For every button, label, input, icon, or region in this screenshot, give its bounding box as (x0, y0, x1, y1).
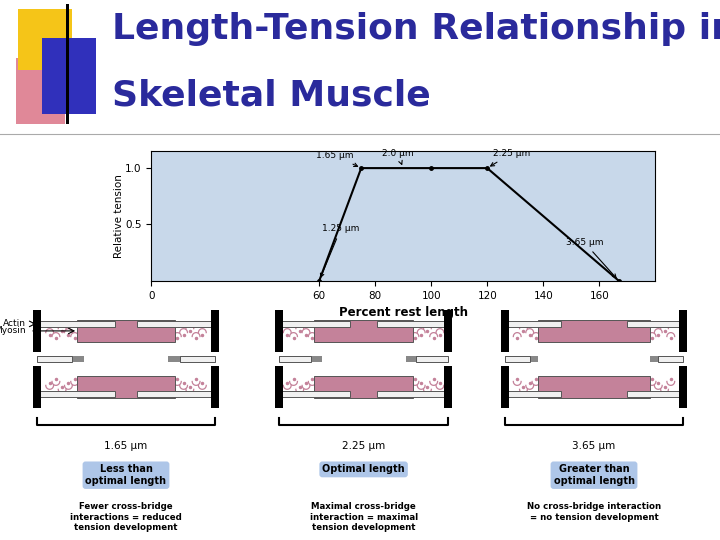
Bar (32, 366, 41, 408)
Text: 2.25 μm: 2.25 μm (342, 441, 385, 451)
Bar (416, 356, 449, 362)
Bar (77, 320, 175, 342)
Bar (180, 356, 215, 362)
Bar (377, 321, 449, 327)
Bar (315, 320, 413, 342)
Text: Less than
optimal length: Less than optimal length (86, 464, 166, 486)
Bar (658, 356, 683, 362)
Bar (679, 310, 688, 352)
Bar (279, 356, 322, 362)
X-axis label: Percent rest length: Percent rest length (338, 306, 468, 319)
Text: 3.65 μm: 3.65 μm (566, 238, 616, 278)
Bar (500, 310, 509, 352)
Text: Maximal cross-bridge
interaction = maximal
tension development: Maximal cross-bridge interaction = maxim… (310, 502, 418, 532)
Bar (42, 38, 96, 114)
Bar (650, 356, 683, 362)
Bar (539, 320, 650, 342)
Bar (505, 356, 530, 362)
Bar (679, 366, 688, 408)
Bar (37, 356, 72, 362)
Text: Skeletal Muscle: Skeletal Muscle (112, 79, 431, 113)
Text: No cross-bridge interaction
= no tension development: No cross-bridge interaction = no tension… (527, 502, 661, 522)
Bar (77, 376, 175, 399)
Bar (444, 310, 452, 352)
Bar (211, 310, 220, 352)
Bar (275, 310, 283, 352)
Text: Myosin: Myosin (0, 326, 26, 335)
Bar (377, 392, 449, 397)
Bar (505, 356, 539, 362)
Bar (628, 321, 683, 327)
Bar (500, 366, 509, 408)
Bar (138, 321, 215, 327)
Bar (16, 58, 65, 124)
Text: 2.0 μm: 2.0 μm (382, 149, 413, 164)
Text: Fewer cross-bridge
interactions = reduced
tension development: Fewer cross-bridge interactions = reduce… (70, 502, 182, 532)
Bar (32, 310, 41, 352)
Bar (275, 366, 283, 408)
Bar (405, 356, 449, 362)
Text: 1.65 μm: 1.65 μm (316, 151, 358, 166)
Bar (628, 392, 683, 397)
Bar (315, 376, 413, 399)
Bar (211, 366, 220, 408)
Bar (66, 4, 69, 124)
Text: 1.25 μm: 1.25 μm (320, 225, 359, 277)
Bar (18, 9, 72, 70)
Bar (505, 321, 560, 327)
Bar (279, 321, 350, 327)
Bar (279, 392, 350, 397)
Text: Greater than
optimal length: Greater than optimal length (554, 464, 634, 486)
Bar (505, 392, 560, 397)
Text: 3.65 μm: 3.65 μm (572, 441, 616, 451)
Text: Length-Tension Relationship in: Length-Tension Relationship in (112, 12, 720, 46)
Bar (539, 376, 650, 399)
Bar (37, 321, 115, 327)
Text: 2.25 μm: 2.25 μm (490, 149, 530, 166)
Text: 1.65 μm: 1.65 μm (104, 441, 148, 451)
Text: Actin: Actin (3, 319, 26, 328)
Text: Optimal length: Optimal length (323, 464, 405, 475)
Bar (37, 356, 84, 362)
Bar (168, 356, 215, 362)
Bar (279, 356, 311, 362)
Bar (37, 392, 115, 397)
Bar (138, 392, 215, 397)
Y-axis label: Relative tension: Relative tension (114, 174, 124, 258)
Bar (444, 366, 452, 408)
